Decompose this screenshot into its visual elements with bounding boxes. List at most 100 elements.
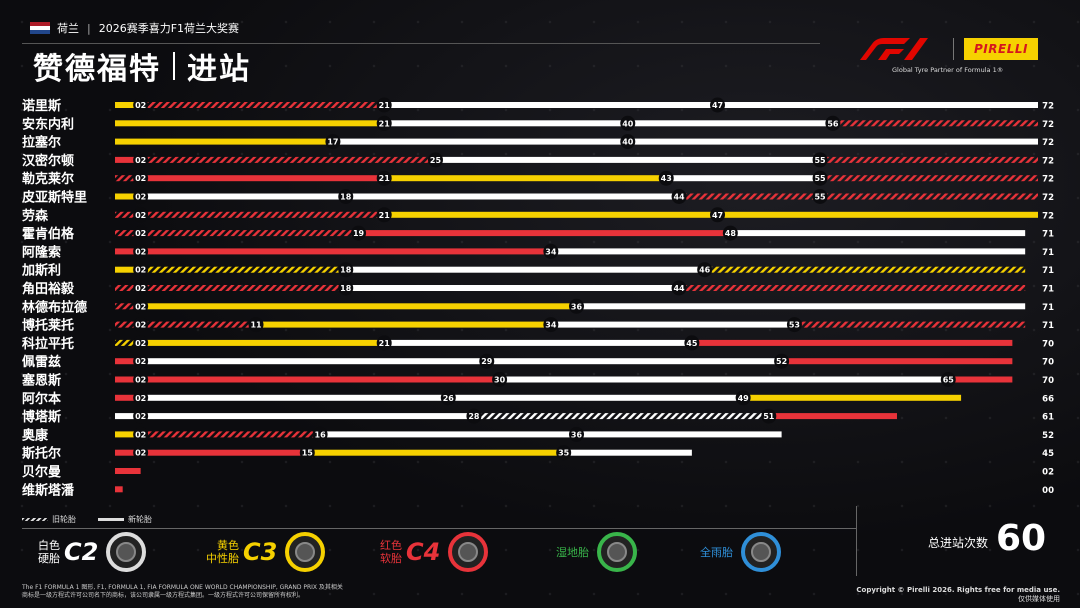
driver-row: 维斯塔潘 00	[22, 482, 1054, 498]
logo-separator	[953, 38, 954, 60]
stint-bar	[345, 193, 680, 200]
driver-name: 阿隆索	[22, 244, 61, 260]
stint-bar	[820, 156, 1038, 163]
pitstop-lap-label: 02	[135, 302, 146, 311]
pitstop-marker	[710, 207, 726, 223]
pitstop-marker	[133, 390, 149, 406]
pitstop-marker	[312, 426, 328, 442]
finish-lap-label: 71	[1042, 303, 1054, 313]
pitstop-lap-label: 56	[827, 119, 839, 128]
pitstop-lap-label: 55	[814, 193, 826, 202]
finish-lap-label: 72	[1042, 193, 1054, 203]
pitstop-lap-label: 02	[135, 284, 146, 293]
driver-row: 勒克莱尔 02 21 43 55 72	[22, 170, 1054, 187]
pitstop-marker	[479, 353, 495, 369]
stint-bar	[115, 138, 333, 145]
driver-name: 诺里斯	[22, 98, 61, 114]
pitstop-lap-label: 53	[789, 321, 800, 330]
stint-bar	[576, 431, 782, 438]
finish-lap-label: 71	[1042, 230, 1054, 240]
finish-lap-label: 52	[1042, 431, 1054, 441]
driver-name: 林德布拉德	[22, 299, 87, 315]
header-separator: |	[87, 21, 91, 35]
f1-logo-icon	[860, 38, 928, 60]
pitstop-lap-label: 18	[340, 266, 352, 275]
pitstop-lap-label: 40	[622, 119, 634, 128]
hard-tyre-legend: 白色 硬胎 C2	[38, 532, 147, 572]
pitstop-marker	[825, 115, 841, 131]
stint-bar	[115, 303, 141, 310]
used-tyre-label: 旧轮胎	[52, 515, 76, 524]
stint-bar	[115, 248, 141, 255]
driver-name: 角田裕毅	[22, 281, 75, 297]
trademark-notice: The F1 FORMULA 1 图形, F1, FORMULA 1, FIA …	[22, 584, 343, 599]
pitstop-lap-label: 16	[315, 430, 327, 439]
driver-row: 诺里斯 02 21 47 72	[22, 97, 1054, 114]
pitstop-lap-label: 52	[776, 357, 787, 366]
driver-row: 加斯利 02 18 46 71	[21, 262, 1054, 279]
driver-name: 拉塞尔	[22, 135, 61, 151]
stint-bar	[627, 138, 1038, 145]
pitstop-marker	[543, 243, 559, 259]
stint-bar	[256, 321, 551, 328]
driver-name: 科拉平托	[22, 336, 74, 352]
driver-row: 博托莱托 02 11 34 53 71	[22, 317, 1054, 334]
total-pitstops-value: 60	[996, 518, 1047, 559]
pitstop-marker	[299, 445, 315, 461]
pitstop-marker	[133, 426, 149, 442]
stint-bar	[345, 266, 705, 273]
stint-bar	[140, 285, 346, 291]
netherlands-flag-icon	[30, 22, 50, 34]
pitstop-lap-label: 02	[135, 321, 146, 330]
new-tyre-legend: 新轮胎	[98, 514, 152, 525]
stint-bar	[768, 413, 897, 420]
stint-bar	[140, 211, 385, 218]
pitstop-lap-label: 46	[699, 266, 711, 275]
stint-bar	[115, 321, 141, 328]
pitstop-marker	[774, 353, 790, 369]
stint-bar	[345, 285, 680, 291]
stint-bar	[794, 321, 1026, 328]
finish-lap-label: 72	[1042, 156, 1054, 166]
pirelli-logo: PIRELLI	[964, 38, 1038, 60]
stint-bar	[140, 431, 321, 438]
stint-bar	[820, 193, 1038, 200]
driver-row: 林德布拉德 02 36 71	[22, 298, 1054, 315]
driver-name: 奥康	[22, 427, 49, 443]
driver-row: 斯托尔 02 15 35 45	[22, 445, 1054, 462]
stint-bar	[576, 303, 1026, 310]
pitstop-marker	[133, 207, 149, 223]
finish-lap-label: 66	[1042, 394, 1054, 404]
pitstop-marker	[940, 372, 956, 387]
pitstop-marker	[569, 426, 584, 442]
pitstop-marker	[697, 262, 713, 278]
pitstop-lap-label: 34	[545, 321, 557, 330]
pitstop-lap-label: 36	[571, 430, 583, 439]
soft-tyre-code: C4	[406, 538, 441, 566]
hard-tyre-code: C2	[64, 538, 99, 566]
stint-bar	[115, 339, 141, 346]
pitstop-marker	[338, 262, 354, 278]
finish-lap-label: 70	[1042, 358, 1054, 368]
total-pitstops-label: 总进站次数	[928, 536, 989, 550]
stint-bar	[140, 394, 449, 401]
pitstop-marker	[133, 317, 149, 333]
driver-name: 博托莱托	[22, 318, 74, 334]
finish-lap-label: 00	[1042, 486, 1054, 496]
stint-bar	[140, 449, 308, 456]
stint-bar	[140, 193, 346, 200]
pitstop-lap-label: 28	[468, 412, 480, 421]
pitstop-lap-label: 02	[135, 101, 146, 110]
pitstop-lap-label: 19	[353, 229, 365, 238]
pitstop-marker	[133, 298, 149, 314]
pitstop-lap-label: 48	[725, 229, 737, 238]
pitstop-marker	[133, 152, 149, 168]
pitstop-marker	[786, 317, 802, 333]
finish-lap-label: 45	[1042, 449, 1054, 459]
pitstop-marker	[338, 189, 354, 204]
driver-name: 佩雷兹	[22, 354, 61, 370]
page-subtitle: 进站	[187, 52, 251, 87]
stint-bar	[435, 156, 821, 163]
driver-row: 拉塞尔 17 40 72	[22, 134, 1054, 151]
pitstop-marker	[133, 335, 149, 351]
